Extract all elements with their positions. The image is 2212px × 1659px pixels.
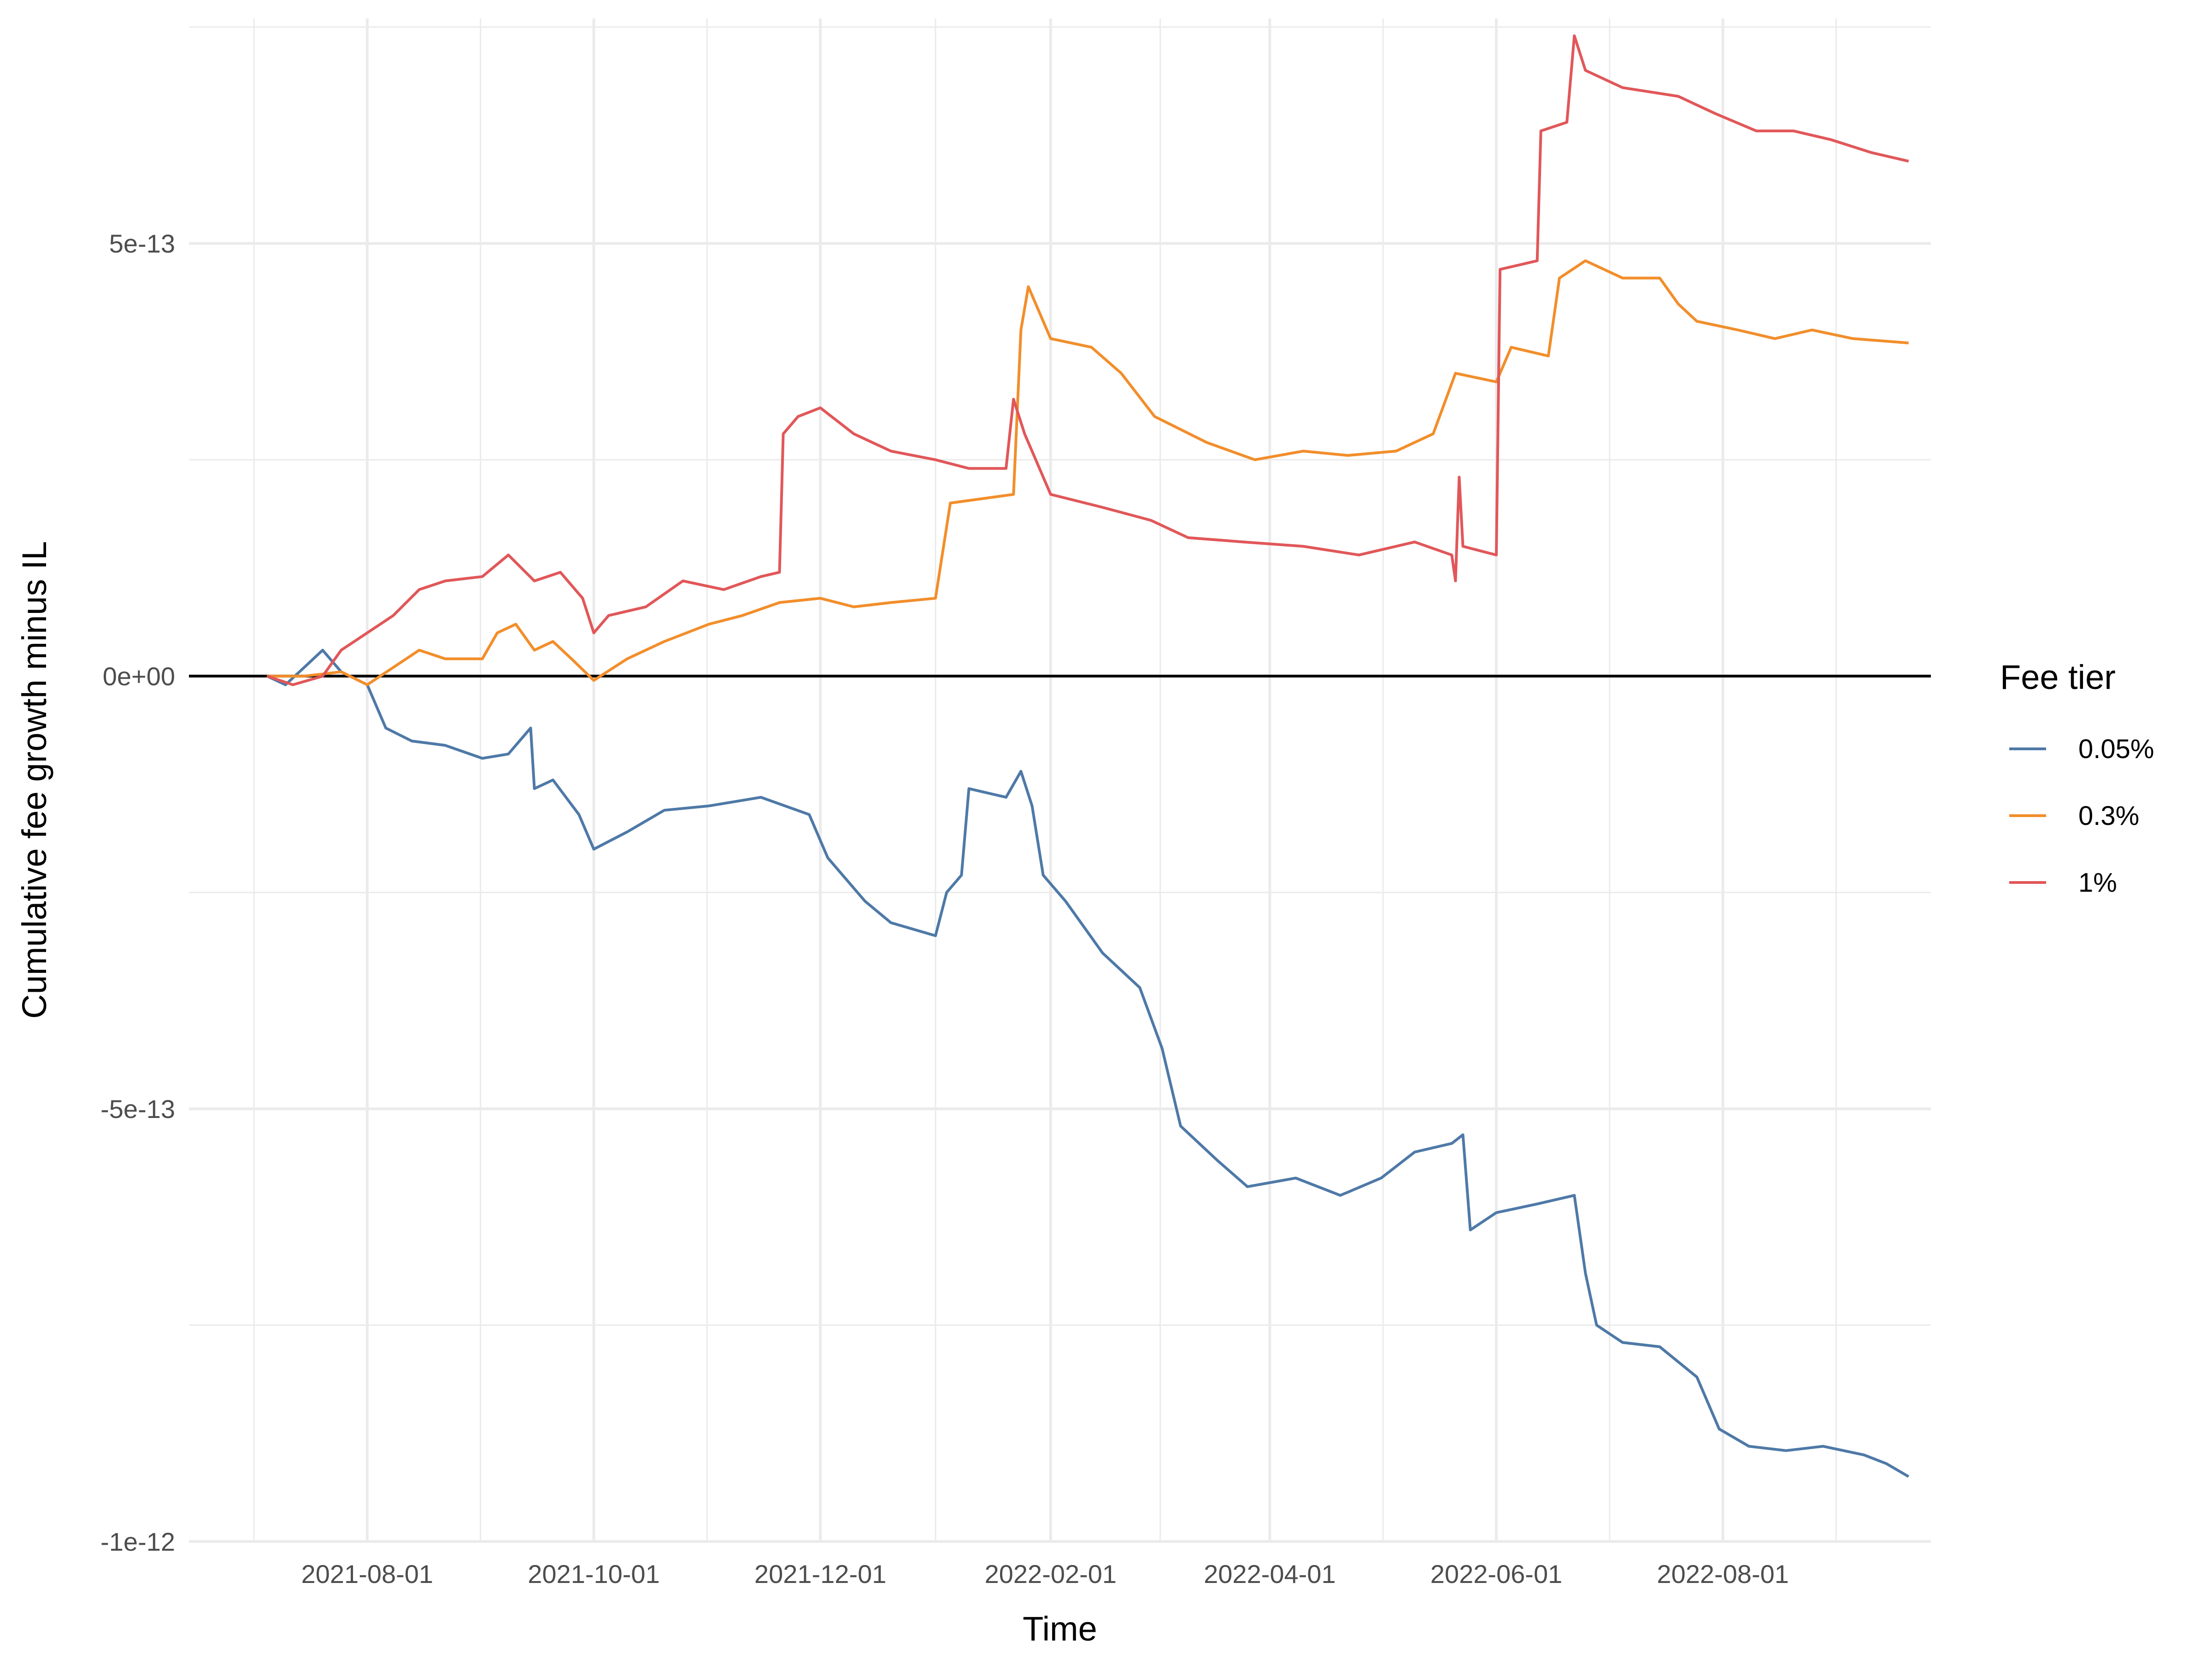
minor-gridlines — [189, 18, 1931, 1541]
legend: Fee tier 0.05% 0.3% 1% — [2000, 658, 2154, 898]
legend-title: Fee tier — [2000, 658, 2116, 696]
y-tick-label: -5e-13 — [100, 1094, 175, 1124]
y-tick-label: -1e-12 — [100, 1527, 175, 1556]
legend-label: 1% — [2078, 868, 2117, 898]
x-axis-title: Time — [1023, 1610, 1097, 1648]
legend-label: 0.3% — [2078, 801, 2139, 831]
y-tick-label: 0e+00 — [103, 662, 175, 691]
x-tick-label: 2022-06-01 — [1430, 1559, 1562, 1588]
x-tick-label: 2021-10-01 — [528, 1559, 659, 1588]
x-tick-label: 2022-04-01 — [1204, 1559, 1335, 1588]
legend-items: 0.05% 0.3% 1% — [2009, 734, 2154, 898]
series-line-1- — [266, 34, 1909, 686]
series-line-0-05- — [266, 648, 1910, 1478]
x-tick-label: 2022-02-01 — [985, 1559, 1117, 1588]
x-tick-label: 2021-08-01 — [301, 1559, 433, 1588]
legend-label: 0.05% — [2078, 734, 2154, 764]
x-tick-label: 2021-12-01 — [754, 1559, 886, 1588]
y-tick-label: 5e-13 — [109, 229, 175, 258]
major-gridlines — [189, 18, 1931, 1543]
x-tick-label: 2022-08-01 — [1657, 1559, 1788, 1588]
y-axis-ticks: 5e-13 0e+00 -5e-13 -1e-12 — [100, 229, 175, 1556]
series-line-0-3- — [267, 259, 1909, 686]
x-axis-ticks: 2021-08-01 2021-10-01 2021-12-01 2022-02-01… — [301, 1559, 1789, 1588]
y-axis-title: Cumulative fee growth minus IL — [15, 541, 53, 1018]
series-lines — [266, 34, 1910, 1478]
